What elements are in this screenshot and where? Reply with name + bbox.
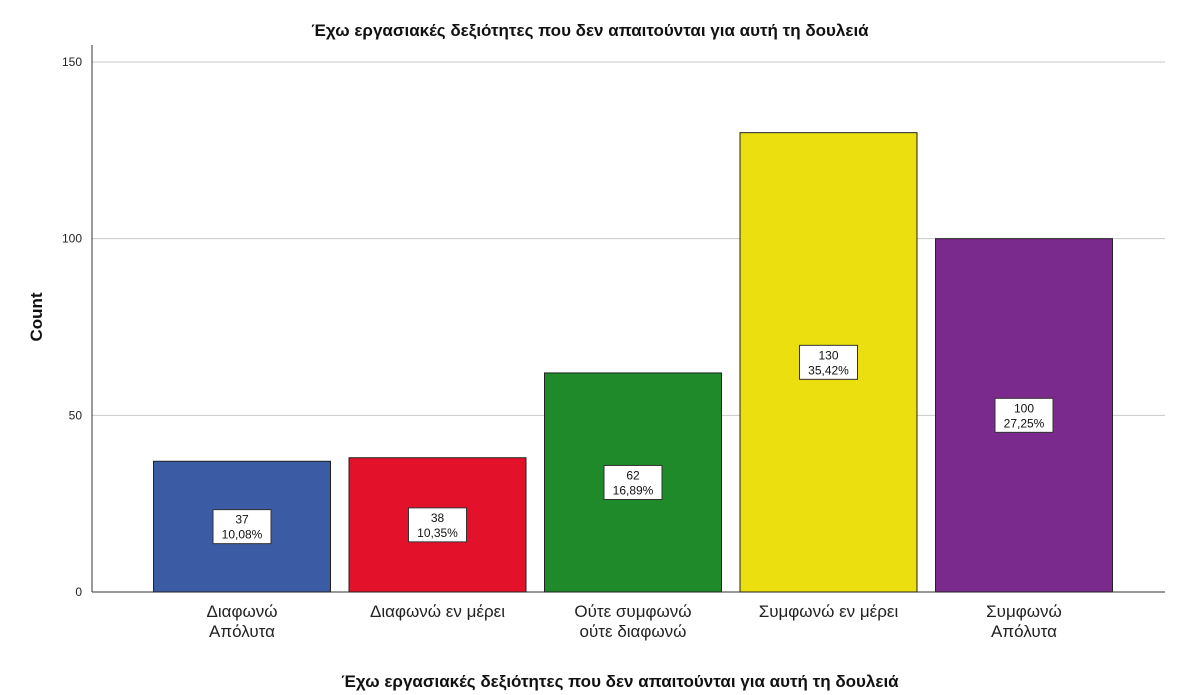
data-label-box (408, 507, 467, 543)
data-label-box (799, 344, 858, 380)
y-tick-label: 150 (62, 55, 82, 69)
x-tick-label: Απόλυτα (209, 622, 275, 641)
y-axis-label: Count (27, 292, 46, 341)
x-tick-label: Διαφωνώ (206, 602, 277, 621)
data-label-percent: 35,42% (808, 363, 849, 377)
data-label-count: 62 (626, 468, 640, 482)
data-label-percent: 16,89% (613, 483, 654, 497)
data-label-percent: 10,35% (417, 526, 458, 540)
data-label-count: 130 (818, 348, 838, 362)
data-label-box (212, 509, 272, 545)
data-label-percent: 10,08% (222, 528, 263, 542)
x-axis-label: Έχω εργασιακές δεξιότητες που δεν απαιτο… (341, 672, 899, 691)
data-label-box (994, 397, 1054, 433)
data-label-count: 37 (235, 513, 249, 527)
x-tick-label: Διαφωνώ εν μέρει (370, 602, 505, 621)
data-label-count: 38 (431, 511, 445, 525)
data-label-box (603, 464, 663, 500)
x-tick-label: ούτε διαφωνώ (580, 622, 687, 641)
x-tick-label: Απόλυτα (991, 622, 1057, 641)
y-tick-label: 100 (62, 232, 82, 246)
bars (153, 132, 1113, 593)
data-label-percent: 27,25% (1004, 416, 1045, 430)
chart-title: Έχω εργασιακές δεξιότητες που δεν απαιτο… (311, 21, 869, 40)
data-label-count: 100 (1014, 401, 1034, 415)
y-tick-label: 0 (75, 585, 82, 599)
x-tick-label: Ούτε συμφωνώ (574, 602, 691, 621)
x-tick-label: Συμφωνώ εν μέρει (759, 602, 899, 621)
x-tick-label: Συμφωνώ (986, 602, 1062, 621)
y-tick-label: 50 (69, 408, 83, 422)
y-tick-labels: 0 50 100 150 (62, 55, 82, 599)
